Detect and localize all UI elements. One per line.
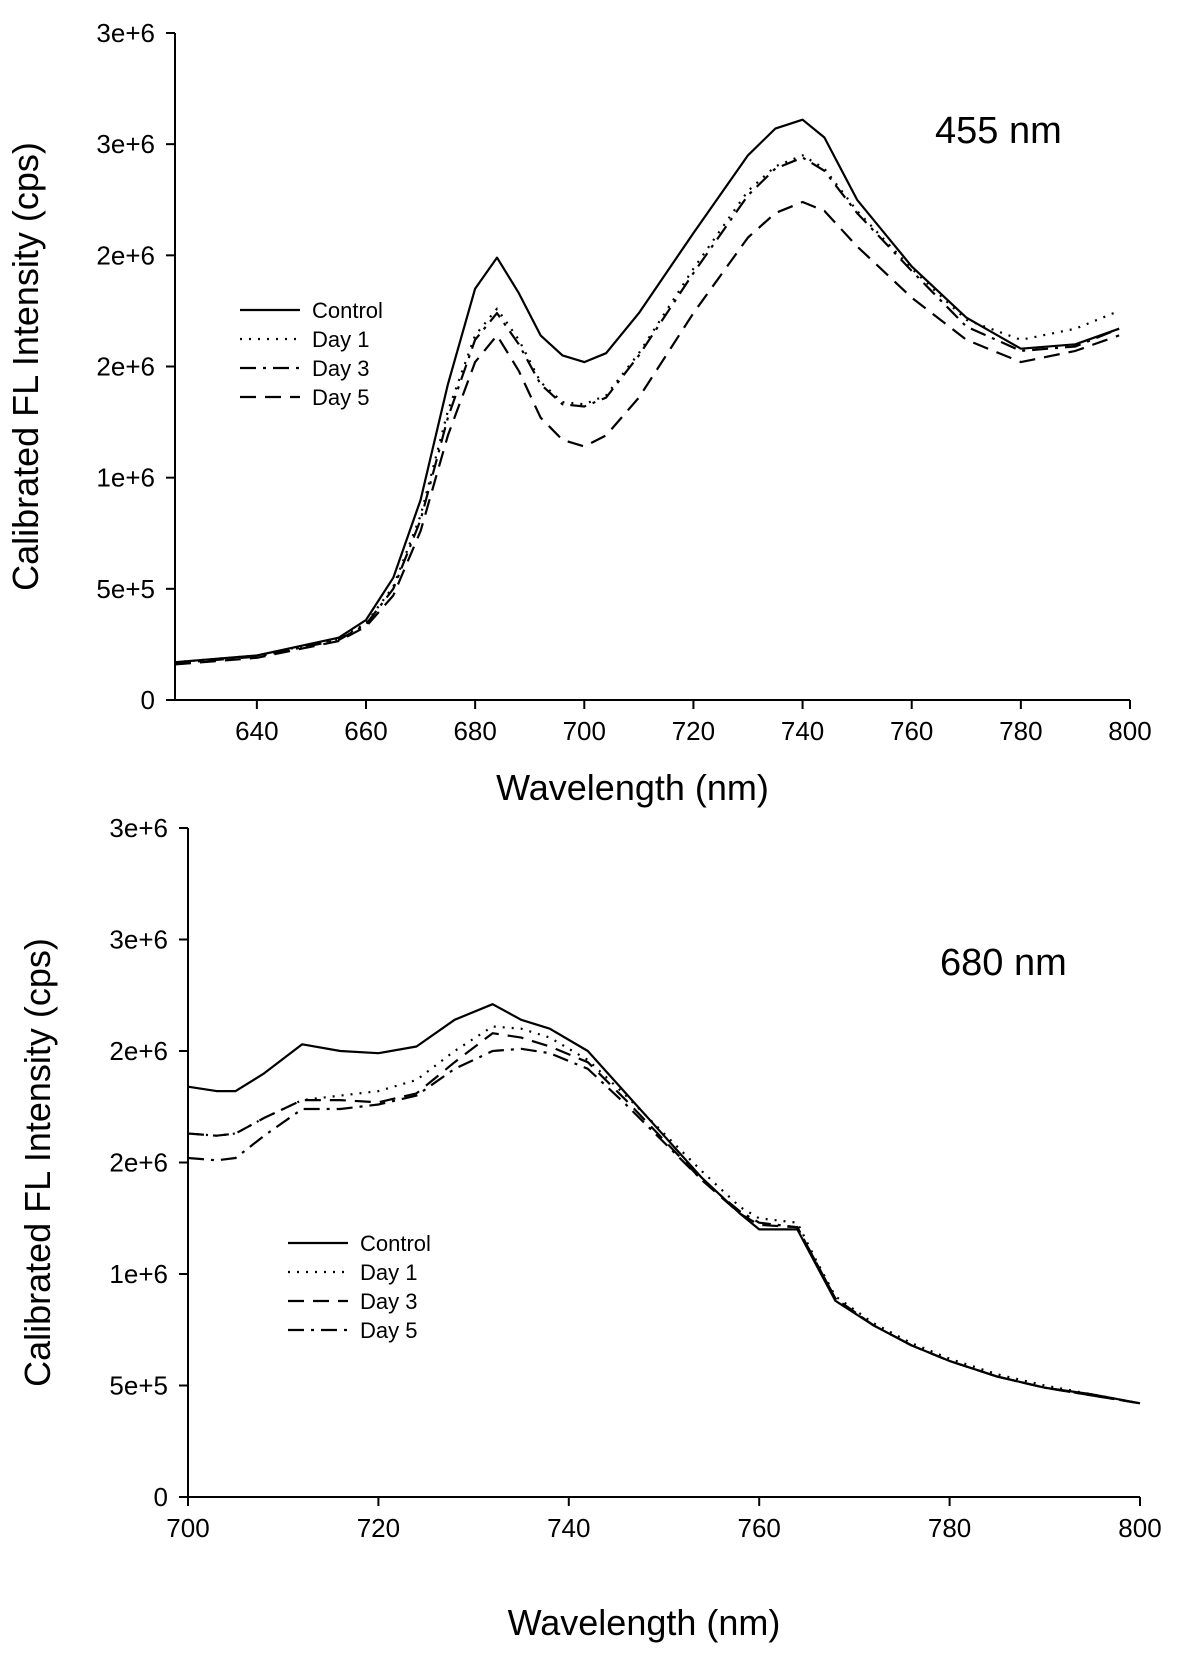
x-tick-label: 800 [1118, 1513, 1161, 1543]
excitation-wavelength-label: 680 nm [940, 942, 1067, 984]
chart-panel-680nm: 0 5e+5 1e+6 2e+6 2e+6 3e+6 3e+6 700 720 740 760 780… [17, 813, 1162, 1643]
x-axis-title: Wavelength (nm) [508, 1602, 781, 1643]
y-tick-label: 0 [154, 1482, 168, 1512]
x-tick-label: 740 [781, 716, 824, 746]
legend-label: Control [312, 298, 383, 323]
y-tick-label: 0 [141, 685, 155, 715]
legend-label: Day 5 [360, 1318, 417, 1343]
series-line-day-5 [187, 1047, 1141, 1405]
x-tick-label: 740 [547, 1513, 590, 1543]
series-line-day-1 [187, 1025, 1141, 1405]
series-line-day-5 [174, 200, 1120, 666]
y-axis-title: Calibrated FL Intensity (cps) [5, 142, 46, 591]
excitation-wavelength-label: 455 nm [935, 110, 1062, 152]
legend-label: Day 3 [312, 356, 369, 381]
y-tick-label: 3e+6 [109, 813, 168, 843]
y-tick-label: 2e+6 [109, 1148, 168, 1178]
y-tick-label: 1e+6 [96, 463, 155, 493]
x-tick-label: 720 [357, 1513, 400, 1543]
y-tick-label: 1e+6 [109, 1259, 168, 1289]
x-tick-label: 700 [166, 1513, 209, 1543]
y-tick-label: 5e+5 [96, 574, 155, 604]
x-tick-label: 800 [1108, 716, 1151, 746]
x-tick-label: 760 [738, 1513, 781, 1543]
y-tick-label: 5e+5 [109, 1371, 168, 1401]
series-line-day-3 [187, 1032, 1141, 1405]
legend-label: Day 1 [312, 327, 369, 352]
x-tick-label: 640 [235, 716, 278, 746]
x-axis-title: Wavelength (nm) [496, 767, 769, 808]
y-tick-label: 2e+6 [96, 240, 155, 270]
x-tick-label: 720 [672, 716, 715, 746]
y-tick-label: 3e+6 [109, 925, 168, 955]
x-tick-label: 760 [890, 716, 933, 746]
y-tick-label: 3e+6 [96, 129, 155, 159]
y-tick-label: 3e+6 [96, 18, 155, 48]
y-tick-label: 2e+6 [109, 1036, 168, 1066]
x-tick-label: 700 [563, 716, 606, 746]
x-tick-label: 780 [999, 716, 1042, 746]
y-tick-label: 2e+6 [96, 352, 155, 382]
legend-label: Day 3 [360, 1289, 417, 1314]
legend-label: Control [360, 1231, 431, 1256]
x-tick-label: 680 [453, 716, 496, 746]
legend-label: Day 5 [312, 385, 369, 410]
x-tick-label: 780 [928, 1513, 971, 1543]
x-tick-label: 660 [344, 716, 387, 746]
series-line-control [174, 118, 1120, 664]
y-axis-title: Calibrated FL Intensity (cps) [17, 938, 58, 1387]
chart-panel-455nm: 0 5e+5 1e+6 2e+6 2e+6 3e+6 3e+6 640 660 680 700 720… [5, 18, 1152, 808]
legend-label: Day 1 [360, 1260, 417, 1285]
series-line-control [187, 1003, 1141, 1405]
series-line-day-3 [174, 156, 1120, 665]
